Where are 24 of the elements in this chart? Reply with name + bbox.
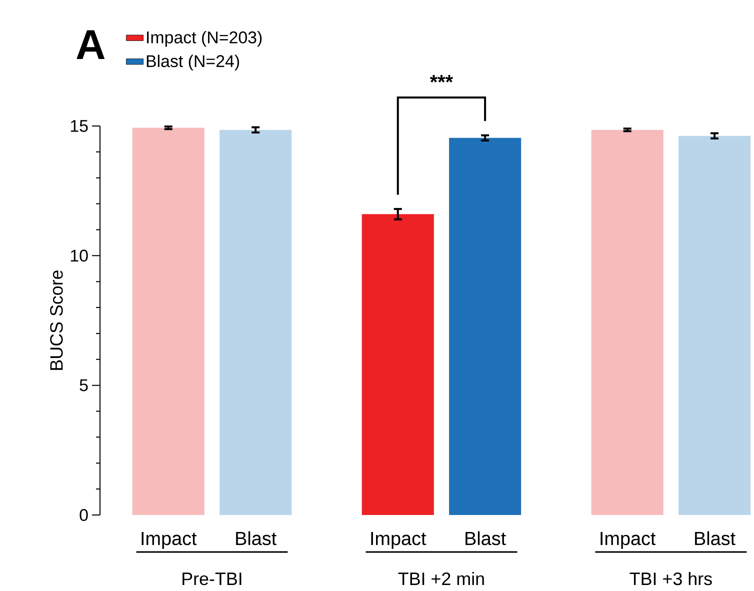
text: Impact bbox=[142, 532, 197, 549]
text: Impact bbox=[600, 532, 656, 549]
bar bbox=[132, 128, 204, 515]
x-tick-label: TBI +2 min bbox=[398, 572, 484, 585]
legend-label: Blast (N=24) bbox=[146, 54, 240, 70]
bar bbox=[449, 138, 522, 515]
bar bbox=[678, 136, 751, 515]
text: Blast bbox=[466, 531, 506, 546]
text: *** bbox=[430, 75, 454, 82]
bar bbox=[591, 130, 664, 515]
text: Blast bbox=[695, 531, 736, 546]
x-tick-label: TBI +3 hrs bbox=[630, 572, 712, 586]
y-axis-title: BUCS Score bbox=[50, 270, 63, 370]
x-tick-label: Pre-TBI bbox=[182, 572, 242, 586]
chart-title: A bbox=[76, 30, 105, 59]
legend-label: Impact (N=203) bbox=[147, 30, 262, 47]
bar bbox=[220, 130, 292, 515]
y-tick-label: 5 bbox=[80, 379, 88, 392]
bar bbox=[362, 214, 434, 515]
y-tick-label: 15 bbox=[70, 120, 88, 132]
text: Impact bbox=[371, 532, 426, 549]
y-tick-label: 10 bbox=[70, 250, 88, 262]
text: Blast bbox=[236, 531, 276, 546]
y-tick-label: 0 bbox=[80, 508, 88, 521]
